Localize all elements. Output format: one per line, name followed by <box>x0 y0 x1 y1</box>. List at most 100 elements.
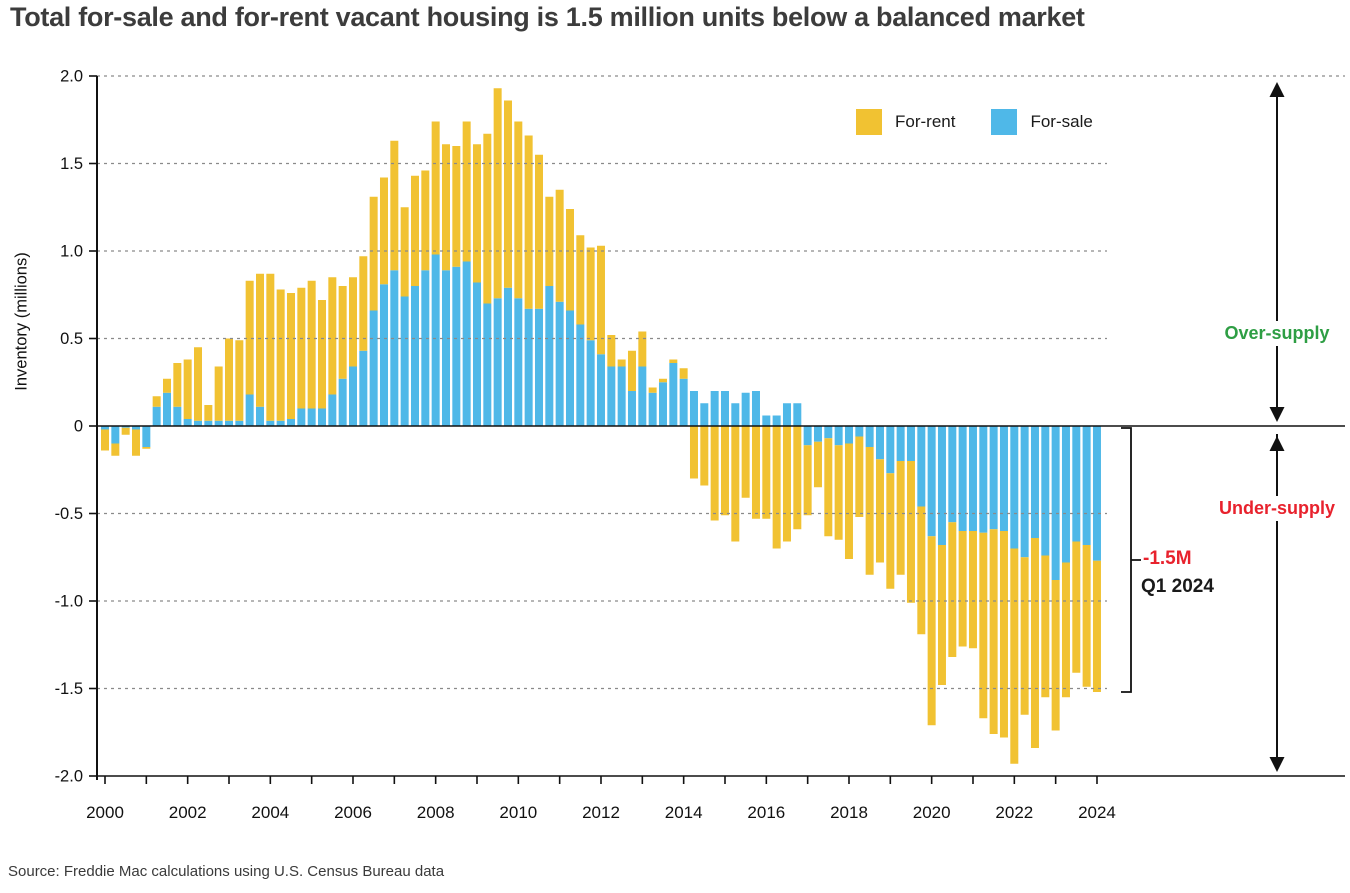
x-tick-label: 2018 <box>830 803 868 822</box>
bar-for-sale <box>679 378 688 426</box>
bar-for-sale <box>627 391 636 426</box>
arrow-up-icon <box>1269 82 1285 97</box>
bar-for-rent <box>503 100 512 288</box>
bar-for-sale <box>1020 426 1029 558</box>
bar-for-rent <box>379 177 388 285</box>
y-tick-label: -2.0 <box>55 768 83 786</box>
bar-for-rent <box>390 140 399 271</box>
bar-for-rent <box>782 426 791 542</box>
bar-for-sale <box>121 426 130 428</box>
bar-for-sale <box>855 426 864 437</box>
bar-for-sale <box>762 415 771 426</box>
bar-for-rent <box>121 427 130 435</box>
bar-for-rent <box>1092 560 1101 692</box>
bar-for-rent <box>266 273 275 421</box>
bar-for-sale <box>472 282 481 426</box>
bar-for-sale <box>772 415 781 426</box>
bar-for-sale <box>731 403 740 426</box>
bar-for-rent <box>648 387 657 393</box>
under-supply-label: Under-supply <box>1187 496 1350 521</box>
bar-for-rent <box>152 396 161 407</box>
bar-for-sale <box>689 391 698 426</box>
bar-for-rent <box>948 522 957 657</box>
bar-for-rent <box>204 405 213 421</box>
bar-for-rent <box>276 289 285 421</box>
bar-for-sale <box>348 366 357 426</box>
bar-for-rent <box>834 445 843 540</box>
bar-for-rent <box>214 366 223 421</box>
x-tick-label: 2024 <box>1078 803 1116 822</box>
bar-for-sale <box>163 392 171 426</box>
bar-for-sale <box>421 270 430 426</box>
bar-for-rent <box>410 175 419 286</box>
bar-for-sale <box>132 426 140 430</box>
bar-for-sale <box>999 426 1008 531</box>
bar-for-rent <box>317 300 326 409</box>
bar-for-rent <box>462 121 471 262</box>
bar-for-rent <box>875 459 884 563</box>
bar-for-sale <box>658 382 667 426</box>
bar-for-sale <box>101 426 109 430</box>
y-tick-label: -1.0 <box>55 593 83 611</box>
bar-for-rent <box>400 207 409 297</box>
bar-for-sale <box>390 270 399 426</box>
bar-for-sale <box>245 394 254 426</box>
x-tick-label: 2020 <box>913 803 951 822</box>
bar-for-rent <box>803 445 812 516</box>
bar-for-rent <box>452 146 461 267</box>
bar-for-rent <box>576 235 585 325</box>
x-tick-label: 2016 <box>747 803 785 822</box>
bar-for-rent <box>627 350 636 391</box>
bar-for-sale <box>958 426 967 531</box>
bar-for-rent <box>793 426 802 530</box>
bar-for-sale <box>400 296 409 426</box>
bar-for-sale <box>493 298 502 426</box>
bar-for-rent <box>689 426 698 479</box>
x-tick-label: 2004 <box>251 803 289 822</box>
bar-for-sale <box>431 254 440 426</box>
bar-for-sale <box>803 426 812 446</box>
bar-for-rent <box>483 133 492 304</box>
bar-for-sale <box>741 392 750 426</box>
bar-for-sale <box>328 394 337 426</box>
deficit-callout-period: Q1 2024 <box>1141 574 1214 600</box>
bar-for-sale <box>710 391 719 426</box>
legend-label: For-rent <box>895 112 956 131</box>
bar-for-rent <box>194 347 202 421</box>
bar-for-sale <box>979 426 988 533</box>
bar-for-sale <box>410 286 419 426</box>
bar-for-rent <box>917 506 926 635</box>
x-tick-label: 2006 <box>334 803 372 822</box>
chart-title: Total for-sale and for-rent vacant housi… <box>10 2 1085 32</box>
x-tick-label: 2010 <box>499 803 537 822</box>
arrow-down-icon <box>1269 407 1285 422</box>
bar-for-rent <box>855 436 864 517</box>
bar-for-sale <box>152 406 161 426</box>
bar-for-sale <box>906 426 915 461</box>
x-tick-label: 2022 <box>995 803 1033 822</box>
bar-for-rent <box>132 429 140 456</box>
bar-for-rent <box>555 189 564 302</box>
bar-for-sale <box>638 366 647 426</box>
bar-for-sale <box>276 420 285 426</box>
y-tick-label: 1.5 <box>60 155 83 173</box>
bar-for-sale <box>948 426 957 523</box>
for-rent-swatch <box>856 109 882 135</box>
bar-for-rent <box>163 378 171 393</box>
bar-for-sale <box>886 426 895 474</box>
bar-for-rent <box>235 340 244 421</box>
bar-for-rent <box>142 447 151 449</box>
bar-for-rent <box>896 461 905 575</box>
bar-for-sale <box>173 406 182 426</box>
bar-for-rent <box>741 426 750 498</box>
bar-for-sale <box>596 354 605 426</box>
bar-for-sale <box>534 308 543 426</box>
bar-for-rent <box>596 245 605 355</box>
bar-for-rent <box>937 545 946 685</box>
bar-for-sale <box>844 426 853 444</box>
bar-for-sale <box>1092 426 1101 561</box>
bar-for-sale <box>266 420 275 426</box>
bar-for-sale <box>297 408 306 426</box>
y-tick-label: -1.5 <box>55 680 83 698</box>
bar-for-sale <box>524 308 533 426</box>
